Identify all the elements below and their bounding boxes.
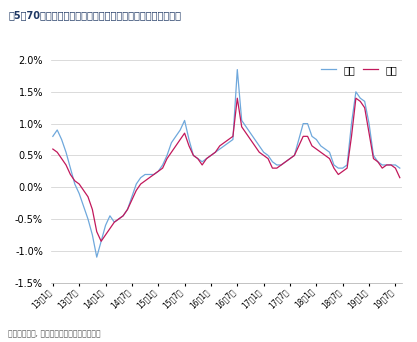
新建	[270, 160, 275, 164]
新建	[208, 153, 214, 157]
二手	[266, 157, 271, 161]
二手	[50, 147, 55, 151]
二手	[397, 175, 402, 180]
二手	[270, 166, 275, 170]
新建	[50, 134, 55, 139]
新建	[283, 160, 288, 164]
Line: 新建: 新建	[53, 69, 400, 257]
Text: （国家统计局, 第一太平戴维斯市场研究部）: （国家统计局, 第一太平戴维斯市场研究部）	[8, 330, 101, 339]
二手	[235, 96, 240, 100]
新建	[367, 121, 372, 126]
Line: 二手: 二手	[53, 98, 400, 241]
新建	[266, 153, 271, 157]
二手	[99, 239, 104, 243]
新建	[296, 137, 301, 142]
新建	[94, 255, 99, 259]
Legend: 新建, 二手: 新建, 二手	[321, 65, 397, 75]
二手	[208, 153, 214, 157]
二手	[367, 131, 372, 135]
二手	[283, 160, 288, 164]
二手	[296, 144, 301, 148]
新建	[397, 166, 402, 170]
新建	[235, 67, 240, 71]
Text: 图5：70个大中城市新建及二手商品住宅销售价格环比变动情况: 图5：70个大中城市新建及二手商品住宅销售价格环比变动情况	[8, 10, 181, 20]
